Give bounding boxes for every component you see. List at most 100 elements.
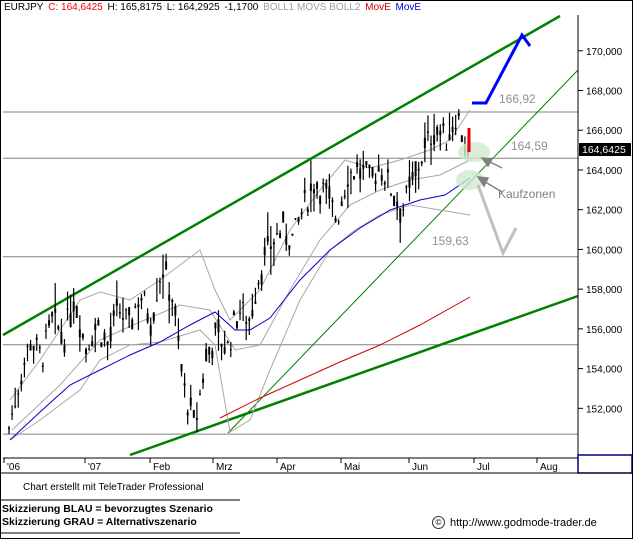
price-bar-body (75, 305, 78, 318)
price-bar-body (35, 337, 38, 340)
price-bar-body (143, 292, 146, 294)
price-bar-body (223, 347, 226, 354)
price-bar-body (303, 190, 306, 194)
copyright-icon: © (432, 516, 445, 529)
price-bar-body (353, 176, 356, 179)
price-bar-body (72, 301, 75, 312)
price-bar-body (457, 112, 460, 116)
trend-lines (2, 14, 579, 457)
x-tick-label: Jun (412, 462, 428, 473)
scenario-legend: Skizzierung BLAU = bevorzugtes Szenario … (2, 503, 213, 529)
price-bar-body (309, 183, 312, 192)
price-bar-body (325, 183, 328, 189)
price-bar-body (396, 201, 399, 207)
x-tick-label: Apr (280, 462, 296, 473)
price-bar-body (177, 335, 180, 341)
price-bar-body (229, 349, 232, 351)
price-bar-body (14, 406, 17, 408)
price-bar-body (88, 349, 91, 351)
price-bar-body (420, 161, 423, 164)
price-bar-body (316, 182, 319, 189)
price-bar-body (195, 417, 198, 420)
price-bar-body (115, 298, 118, 306)
price-bar-body (423, 137, 426, 149)
price-bar-body (208, 346, 211, 355)
low-value: L: 164,2925 (166, 2, 220, 13)
upper-channel-line (2, 14, 561, 337)
price-bar-body (319, 196, 322, 205)
price-bar-body (279, 233, 282, 239)
price-bar-body (69, 313, 72, 327)
price-bar-body (285, 235, 288, 245)
price-bar-body (8, 427, 10, 430)
price-bar-body (297, 217, 300, 222)
price-bar-body (288, 245, 291, 250)
price-bar-body (322, 182, 325, 184)
y-tick-label: 170,000 (586, 47, 623, 58)
price-bar-body (362, 164, 365, 169)
price-bar-body (26, 345, 29, 347)
website-url[interactable]: http://www.godmode-trader.de (450, 516, 597, 529)
price-bar-body (192, 410, 195, 418)
legend-blue-text: Skizzierung BLAU = bevorzugtes Szenario (2, 503, 213, 515)
price-bar-body (11, 413, 14, 415)
price-bar-body (189, 397, 192, 406)
price-bar-body (140, 297, 143, 301)
website-link[interactable]: © http://www.godmode-trader.de (432, 516, 597, 529)
price-bar-body (343, 195, 346, 197)
x-axis-ticks: '06 '07 Feb Mrz Apr Mai Jun Jul Aug (3, 458, 558, 473)
y-tick-label: 158,000 (586, 285, 623, 296)
x-tick-label: Mai (344, 462, 360, 473)
y-tick-label: 152,000 (586, 404, 623, 415)
price-bar-body (146, 313, 149, 323)
movs-line (11, 159, 471, 431)
price-bar-body (448, 134, 451, 141)
inner-trend-line (227, 69, 579, 434)
price-bar-body (152, 312, 155, 321)
price-bar-body (451, 126, 454, 133)
price-bar-body (165, 261, 168, 270)
x-tick-label: Feb (153, 462, 171, 473)
price-bar-body (180, 364, 183, 372)
price-bar-body (242, 301, 245, 303)
price-bar-body (171, 300, 174, 303)
y-tick-label: 154,000 (586, 365, 623, 376)
price-bar-body (57, 326, 60, 329)
y-tick-label: 162,000 (586, 206, 623, 217)
price-bar-body (337, 221, 340, 223)
price-bar-body (371, 166, 374, 177)
price-bar-body (356, 162, 359, 167)
price-bar-body (260, 274, 263, 285)
price-bar-body (374, 180, 377, 185)
y-tick-label: 164,000 (586, 166, 623, 177)
x-tick-label: Jul (477, 462, 490, 473)
price-bar-body (300, 212, 303, 215)
price-bar-body (205, 348, 208, 362)
axis-corner-box (577, 454, 633, 474)
price-bar-body (405, 186, 408, 188)
price-bar-body (257, 282, 260, 285)
symbol-label: EURJPY (4, 2, 44, 13)
level-label-159-63: 159,63 (432, 234, 469, 248)
price-bar-body (214, 322, 217, 329)
price-bar-body (128, 307, 131, 316)
scenario-gray-path (476, 184, 518, 257)
price-bar-body (282, 211, 285, 223)
price-bar-body (32, 345, 35, 351)
level-label-166-92: 166,92 (499, 92, 536, 106)
boll1-upper (9, 109, 471, 401)
price-bar-body (60, 331, 63, 344)
price-bar-body (54, 308, 57, 313)
price-bar-body (118, 312, 121, 314)
price-bar-body (125, 309, 128, 311)
price-bar-body (100, 342, 103, 347)
chart-credit: Chart erstellt mit TeleTrader Profession… (23, 482, 204, 493)
price-bar-body (155, 300, 158, 302)
price-bar-body (20, 380, 23, 385)
level-label-164-59: 164,59 (511, 139, 548, 153)
change-value: -1,1700 (224, 2, 259, 13)
price-bar-body (106, 341, 109, 345)
price-bar-body (226, 341, 229, 344)
price-bar-body (399, 208, 402, 223)
price-bar-body (269, 246, 272, 250)
